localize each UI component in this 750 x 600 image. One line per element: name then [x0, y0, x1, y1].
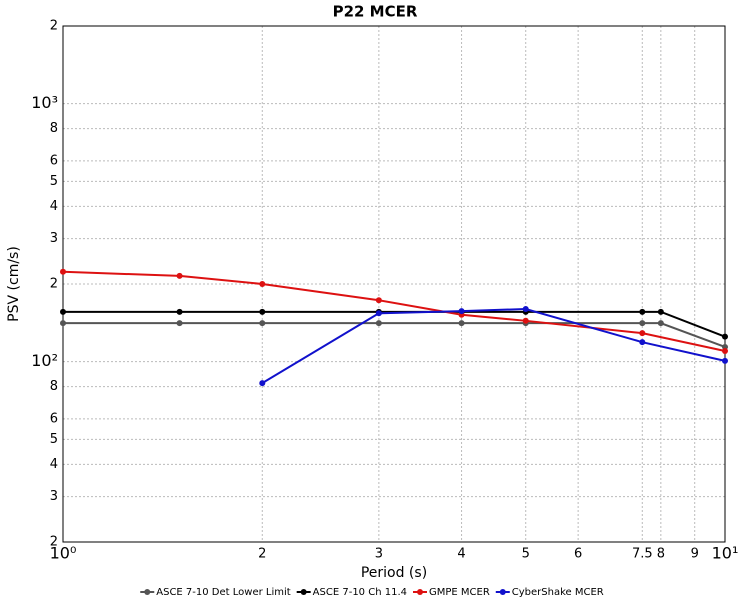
y-tick-label: 10³ — [31, 93, 58, 112]
series-line — [261, 307, 726, 384]
y-tick-label: 4 — [50, 457, 58, 472]
x-tick-label: 7.5 — [632, 547, 653, 562]
y-tick-label: 5 — [50, 174, 58, 189]
y-tick-label: 3 — [50, 231, 58, 246]
legend: ASCE 7-10 Det Lower Limit ASCE 7-10 Ch 11… — [140, 587, 604, 598]
y-tick-label: 2 — [50, 19, 58, 34]
legend-marker — [144, 589, 151, 595]
data-point — [458, 308, 465, 315]
data-point — [176, 308, 183, 315]
data-point — [60, 308, 66, 315]
y-tick-label: 2 — [50, 535, 58, 550]
data-point — [722, 333, 728, 340]
y-tick-label: 10² — [31, 351, 58, 370]
data-point — [458, 320, 465, 327]
data-point — [522, 306, 529, 313]
y-tick-label: 8 — [50, 121, 58, 136]
data-point — [722, 347, 728, 354]
legend-label: CyberShake MCER — [512, 587, 604, 598]
x-tick-label: 10¹ — [712, 544, 739, 563]
legend-marker — [499, 589, 506, 595]
x-tick-label: 6 — [574, 547, 582, 562]
x-tick-label: 8 — [657, 547, 665, 562]
data-point — [639, 320, 646, 327]
series-line — [63, 310, 726, 338]
x-tick-label: 9 — [691, 547, 699, 562]
data-point — [639, 308, 646, 315]
y-axis-label: PSV (cm/s) — [6, 246, 22, 322]
data-point — [259, 281, 266, 287]
data-point — [259, 308, 266, 315]
x-tick-label: 5 — [522, 547, 530, 562]
legend-marker — [300, 589, 307, 595]
data-point — [259, 380, 266, 387]
data-point — [259, 320, 266, 327]
data-point — [375, 320, 382, 327]
y-tick-label: 2 — [50, 277, 58, 292]
legend-label: GMPE MCER — [429, 587, 490, 598]
y-tick-label: 8 — [50, 379, 58, 394]
y-tick-label: 5 — [50, 432, 58, 447]
data-point — [722, 357, 728, 364]
data-point — [639, 330, 646, 337]
data-point — [176, 320, 183, 327]
x-tick-label: 10⁰ — [50, 544, 77, 563]
chart-title: P22 MCER — [333, 3, 418, 21]
x-tick-label: 3 — [375, 547, 383, 562]
series-line — [62, 270, 726, 352]
x-axis-label: Period (s) — [361, 565, 427, 581]
y-tick-label: 6 — [50, 153, 58, 168]
data-point — [522, 317, 529, 324]
legend-label: ASCE 7-10 Det Lower Limit — [156, 587, 290, 598]
data-point — [657, 320, 664, 327]
data-point — [639, 339, 646, 346]
data-point — [60, 268, 66, 275]
x-tick-label: 2 — [258, 547, 266, 562]
series-line — [63, 322, 726, 348]
plot-frame — [62, 25, 726, 543]
data-point — [375, 310, 382, 317]
y-tick-label: 4 — [50, 199, 58, 214]
legend-marker — [416, 589, 423, 595]
x-tick-label: 4 — [457, 547, 465, 562]
data-point — [176, 272, 183, 279]
legend-label: ASCE 7-10 Ch 11.4 — [313, 587, 407, 598]
data-point — [60, 320, 66, 327]
y-tick-label: 6 — [50, 411, 58, 426]
data-point — [657, 308, 664, 315]
y-tick-label: 3 — [50, 489, 58, 504]
data-point — [375, 297, 382, 304]
